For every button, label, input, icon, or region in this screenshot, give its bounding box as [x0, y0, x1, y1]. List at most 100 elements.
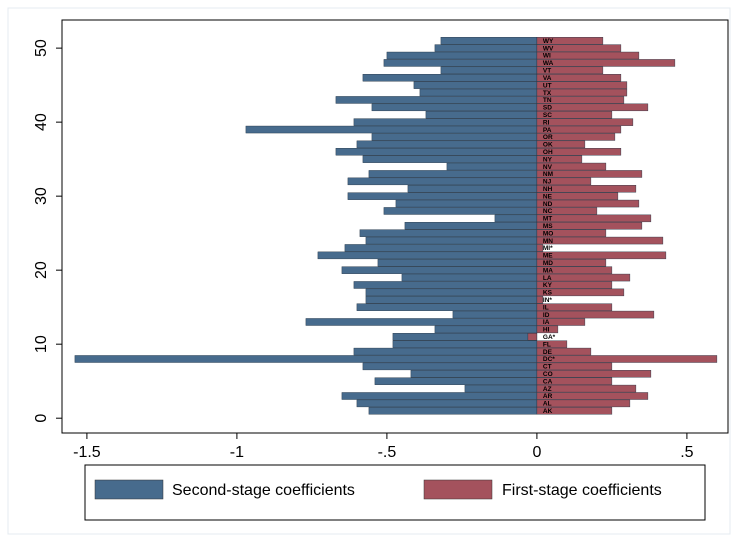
bar: [74, 355, 538, 363]
state-label: AK: [543, 408, 553, 415]
bar: [386, 51, 538, 60]
bar: [335, 96, 538, 104]
bar: [374, 377, 538, 385]
bar: [536, 347, 592, 356]
bar: [356, 140, 538, 149]
bar: [536, 384, 637, 393]
state-label: CO: [543, 371, 553, 378]
bar: [353, 281, 538, 289]
state-label: NC: [543, 208, 553, 215]
bar: [434, 325, 538, 334]
legend-label: First-stage coefficients: [502, 482, 662, 499]
bar: [440, 66, 538, 75]
bar: [341, 392, 538, 400]
bar: [407, 185, 538, 193]
bar: [527, 333, 538, 341]
state-label: WV: [543, 45, 554, 52]
bar: [536, 310, 655, 319]
bar: [494, 214, 538, 223]
bar: [383, 207, 538, 215]
bar: [368, 407, 538, 415]
state-label: ME: [543, 253, 553, 260]
bar: [392, 333, 538, 341]
bar: [536, 59, 676, 67]
state-label: IL: [543, 304, 549, 311]
bar: [536, 88, 628, 97]
bar: [536, 125, 622, 134]
bar: [536, 370, 652, 378]
state-label: SD: [543, 105, 552, 112]
state-label: FL: [543, 341, 551, 348]
bar: [536, 133, 616, 141]
bar: [419, 88, 538, 97]
bar: [401, 273, 538, 282]
bar: [344, 244, 538, 252]
state-label: AL: [543, 401, 552, 408]
bar: [536, 111, 613, 119]
y-tick-label: 30: [33, 187, 50, 205]
bar: [365, 296, 538, 304]
bar: [536, 325, 559, 334]
bar: [536, 318, 586, 326]
state-label: MT: [543, 216, 552, 223]
bar: [317, 251, 538, 260]
bar: [536, 51, 640, 60]
state-label: RI: [543, 119, 550, 126]
bar: [536, 140, 586, 149]
y-tick-label: 50: [33, 39, 50, 57]
bar: [536, 377, 613, 385]
bar: [452, 310, 538, 319]
bar: [536, 74, 622, 82]
x-tick-label: -1.5: [73, 444, 101, 461]
state-label: NV: [543, 164, 553, 171]
bar: [371, 133, 538, 141]
state-label: DE: [543, 349, 553, 356]
bar: [365, 288, 538, 297]
bar: [536, 251, 667, 260]
state-label: GA*: [543, 334, 556, 341]
bar: [440, 37, 538, 45]
x-tick-label: 0: [532, 444, 541, 461]
state-label: HI: [543, 327, 550, 334]
bar: [353, 347, 538, 356]
state-label: TN: [543, 97, 552, 104]
y-tick-label: 0: [33, 414, 50, 423]
bar: [446, 162, 538, 171]
state-label: VT: [543, 68, 551, 75]
state-label: OR: [543, 134, 553, 141]
bar: [536, 192, 619, 200]
bar: [377, 259, 538, 267]
legend-swatch: [423, 479, 493, 500]
state-label: IA: [543, 319, 550, 326]
bar: [536, 259, 607, 267]
bar: [404, 222, 538, 230]
state-label: NJ: [543, 179, 552, 186]
state-label: CA: [543, 378, 553, 385]
bar: [536, 244, 544, 252]
bar: [536, 103, 649, 112]
state-label: MN: [543, 238, 553, 245]
bar: [362, 362, 538, 371]
state-label: ID: [543, 312, 550, 319]
bar: [434, 44, 538, 52]
bar: [347, 192, 538, 200]
bar: [536, 222, 643, 230]
bar: [365, 236, 538, 245]
bar: [536, 96, 625, 104]
bar: [536, 44, 622, 52]
bar: [368, 170, 538, 178]
state-label: NH: [543, 186, 553, 193]
state-label: MD: [543, 260, 553, 267]
bar: [464, 384, 538, 393]
state-label: WA: [543, 60, 554, 67]
bar: [305, 318, 538, 326]
bar: [425, 111, 538, 119]
bar: [536, 148, 622, 156]
state-label: CT: [543, 364, 552, 371]
state-label: UT: [543, 82, 552, 89]
bar: [536, 303, 613, 311]
bar: [536, 155, 583, 163]
state-label: LA: [543, 275, 552, 282]
x-tick-label: -.5: [378, 444, 397, 461]
state-label: WI: [543, 53, 551, 60]
